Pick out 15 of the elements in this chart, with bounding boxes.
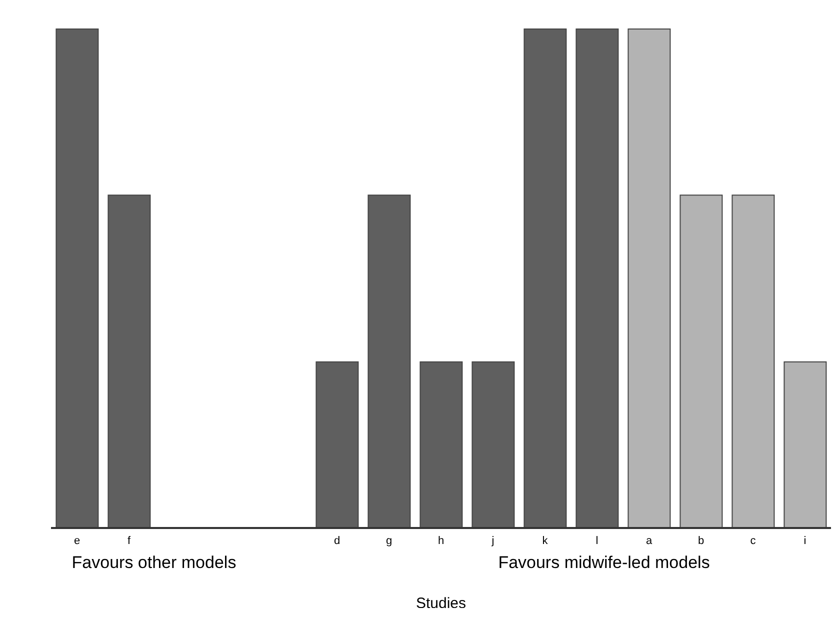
x-tick-label: f xyxy=(127,534,132,547)
x-tick-label: b xyxy=(698,534,704,547)
x-tick-label: c xyxy=(750,534,756,547)
x-tick-label: k xyxy=(542,534,548,547)
x-tick-label: a xyxy=(646,534,653,547)
x-axis-title: Studies xyxy=(416,595,466,612)
text: Favours midwife-led models xyxy=(498,553,710,573)
x-tick-label: l xyxy=(596,534,598,547)
x-tick-label: d xyxy=(334,534,340,547)
x-tick-label: e xyxy=(74,534,80,547)
x-tick-label: j xyxy=(490,534,494,547)
x-tick-label: g xyxy=(386,534,392,547)
x-tick-label: h xyxy=(438,534,444,547)
text: Favours other models xyxy=(72,553,236,573)
x-tick-label: i xyxy=(804,534,806,547)
